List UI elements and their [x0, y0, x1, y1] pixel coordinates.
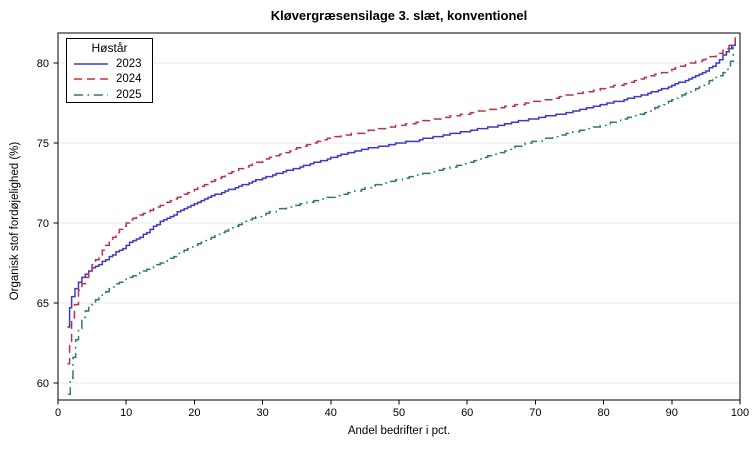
series-line-2025 — [68, 47, 734, 395]
x-tick-label-0: 0 — [55, 407, 61, 419]
y-tick-label-80: 80 — [37, 58, 49, 70]
y-tick-label-65: 65 — [37, 298, 49, 310]
y-tick-label-75: 75 — [37, 138, 49, 150]
legend-item-2023: 2023 — [67, 56, 152, 72]
x-tick-label-80: 80 — [597, 407, 609, 419]
legend-line-sample-2023 — [74, 62, 108, 65]
x-tick-label-100: 100 — [731, 407, 749, 419]
y-tick-label-70: 70 — [37, 218, 49, 230]
legend-line-sample-2024 — [74, 78, 108, 81]
x-tick-label-90: 90 — [666, 407, 678, 419]
legend-item-label: 2024 — [116, 73, 142, 86]
legend-item-2025: 2025 — [67, 87, 152, 103]
legend: Høstår 2023 2024 2025 — [66, 38, 153, 103]
x-tick-label-60: 60 — [461, 407, 473, 419]
x-tick-label-20: 20 — [188, 407, 200, 419]
chart-title: Kløvergræsensilage 3. slæt, konventionel — [270, 8, 528, 23]
y-axis-ticks: 60 65 70 75 80 — [37, 58, 58, 390]
x-tick-label-30: 30 — [256, 407, 268, 419]
x-axis-ticks: 0 10 20 30 40 50 60 70 80 90 100 — [55, 400, 749, 419]
plot-frame — [57, 32, 741, 401]
x-tick-label-10: 10 — [120, 407, 132, 419]
series-line-2024 — [67, 37, 736, 365]
legend-item-2024: 2024 — [67, 72, 152, 88]
x-tick-label-40: 40 — [325, 407, 337, 419]
x-tick-label-70: 70 — [529, 407, 541, 419]
y-axis-label: Organisk stof fordøjelighed (%) — [9, 141, 21, 301]
legend-line-sample-2025 — [74, 93, 108, 96]
legend-item-label: 2023 — [116, 57, 142, 70]
legend-title: Høstår — [91, 41, 128, 55]
x-axis-label: Andel bedrifter i pct. — [347, 425, 451, 437]
series-line-2023 — [67, 39, 736, 328]
x-tick-label-50: 50 — [393, 407, 405, 419]
legend-item-label: 2025 — [116, 88, 142, 101]
y-tick-label-60: 60 — [37, 378, 49, 390]
